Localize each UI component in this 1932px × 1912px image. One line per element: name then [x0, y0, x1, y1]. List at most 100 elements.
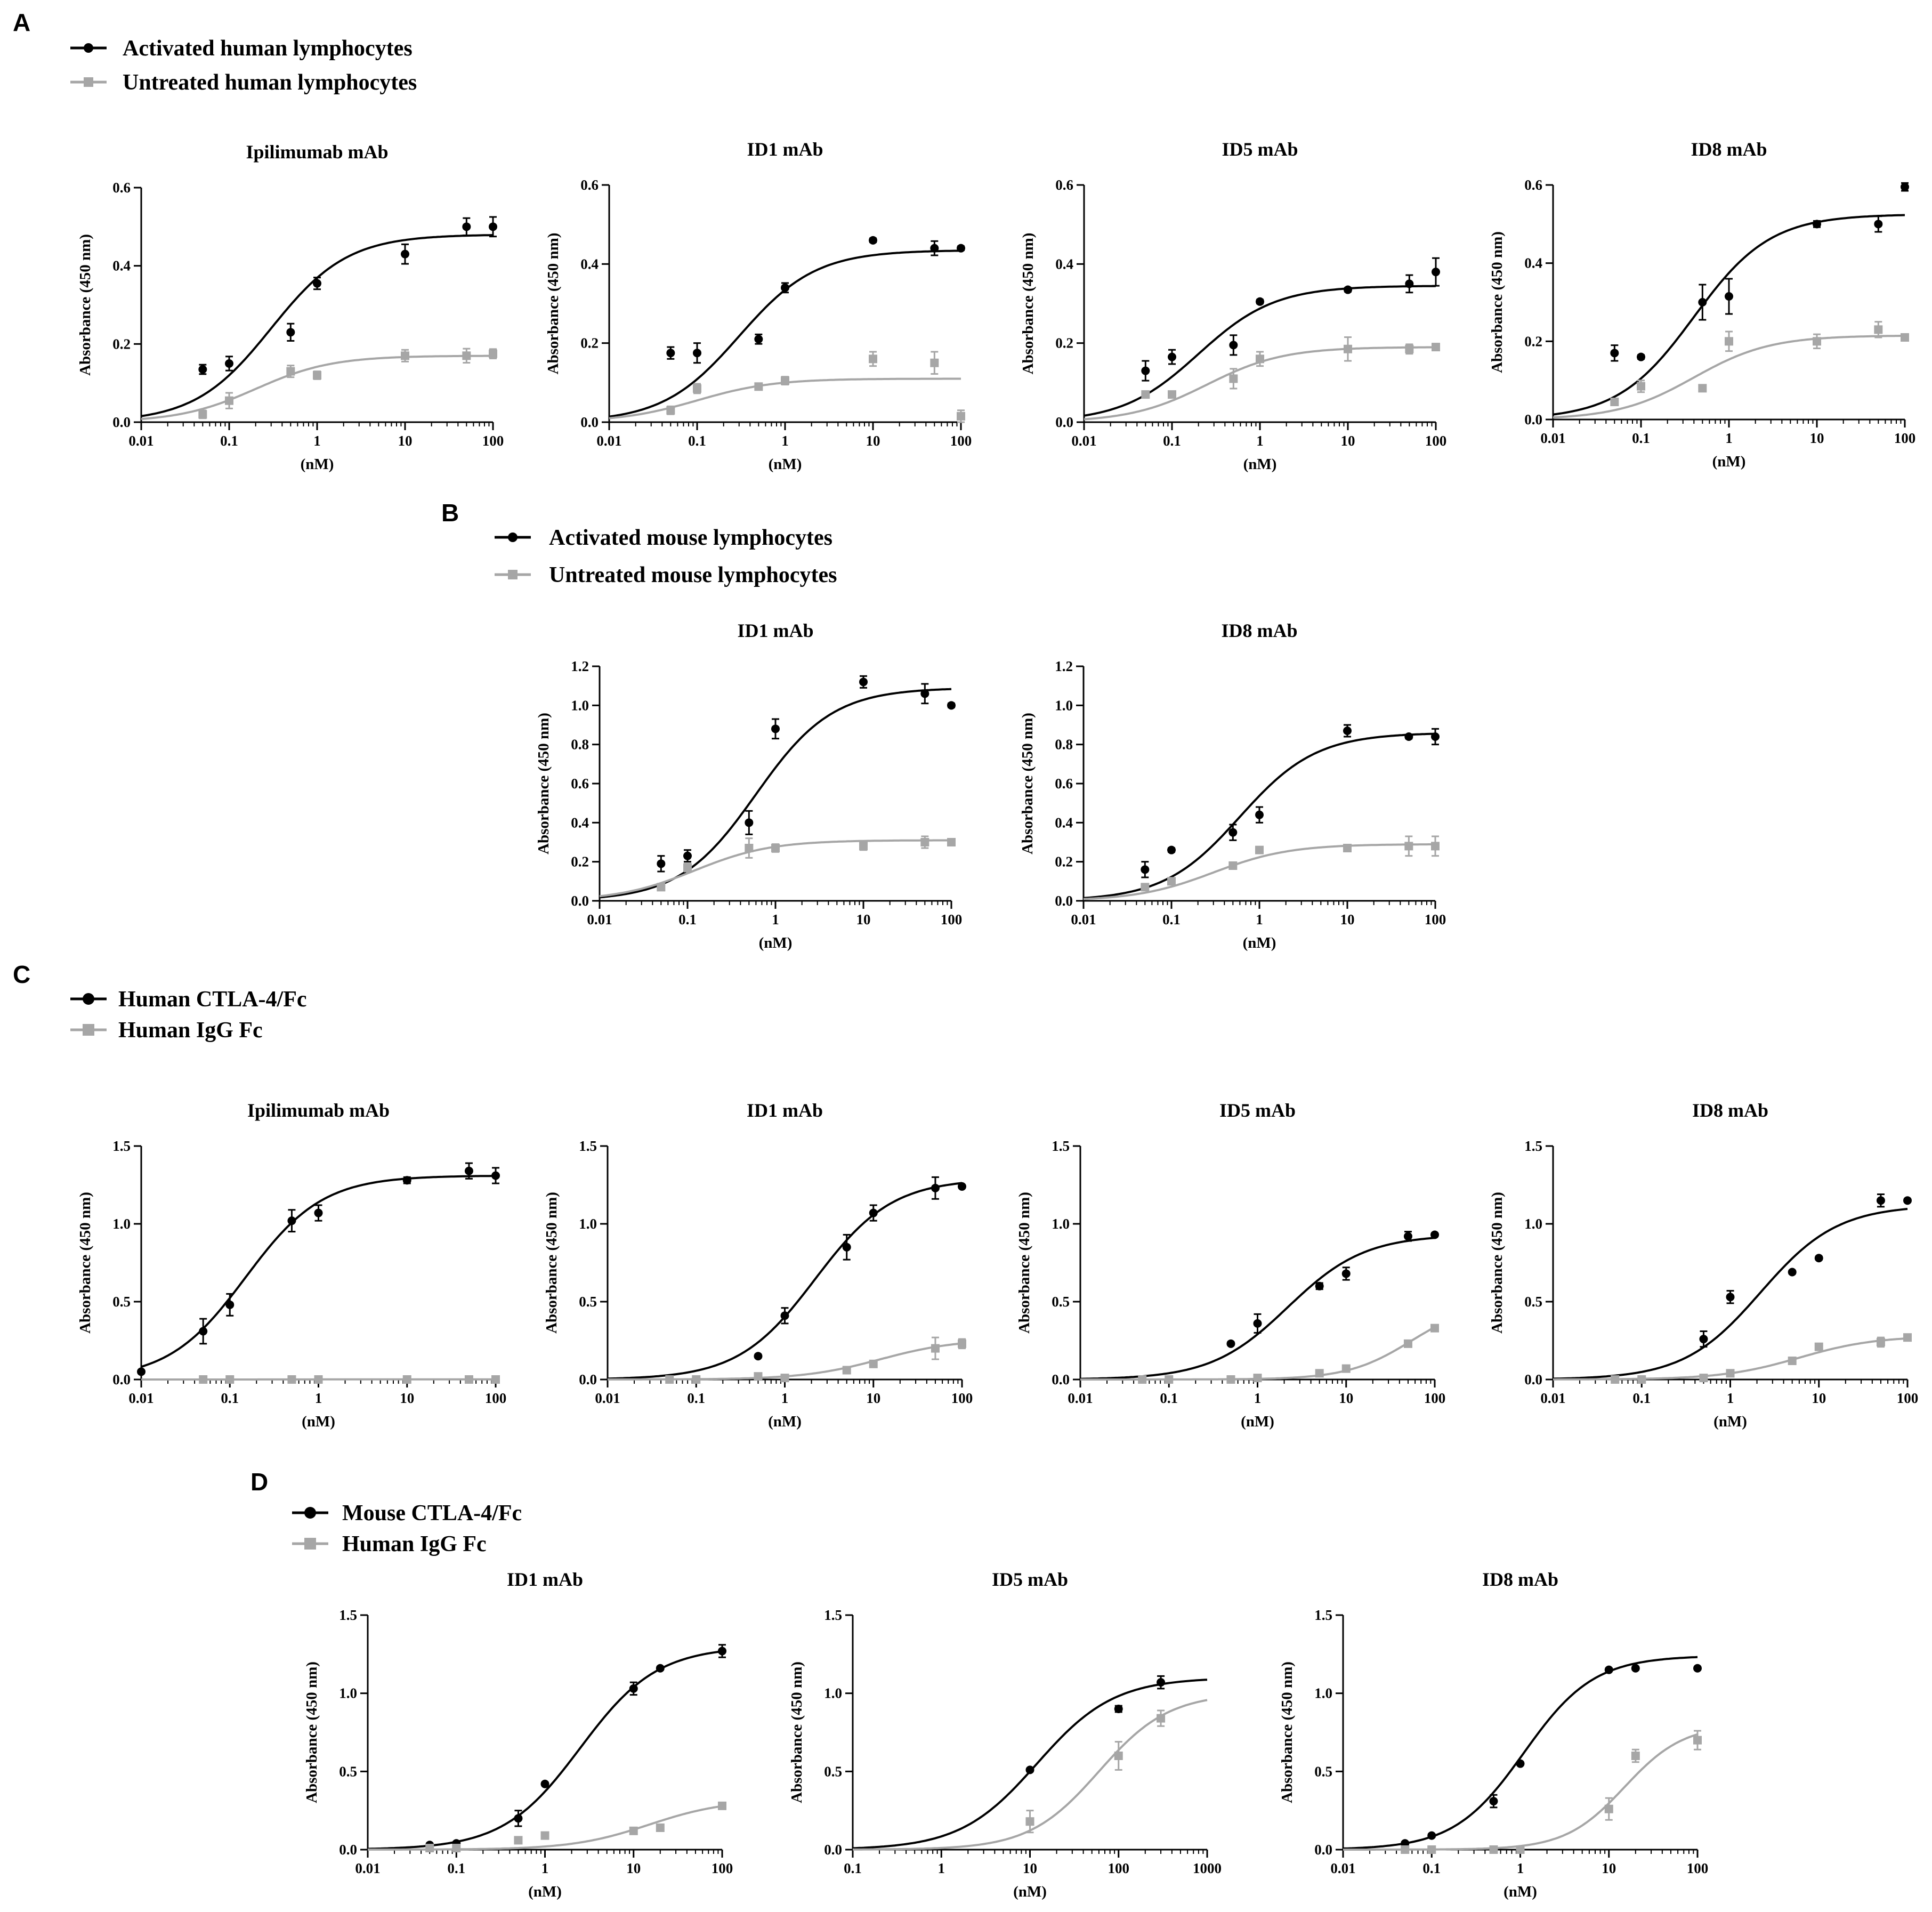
series-activated [599, 675, 956, 899]
series-untreated [1553, 321, 1909, 419]
legend-c-item-2: Human IgG Fc [70, 1018, 263, 1043]
data-point [1405, 344, 1414, 353]
legend-a-item-2: Untreated human lymphocytes [70, 70, 417, 95]
chart-a-2: 0.01 0.1 1 10 100 0.0 0.2 0.4 0.6 ID5 mAb (nM) Abso… [1020, 139, 1446, 473]
y-tick-label: 1.2 [1055, 658, 1073, 674]
data-point [718, 1647, 726, 1656]
x-tick-label: 10 [856, 911, 871, 927]
data-point [657, 859, 666, 868]
y-axis-label: Absorbance (450 nm) [543, 1192, 560, 1334]
data-point [1813, 220, 1821, 229]
data-point [1874, 325, 1883, 334]
data-point [1226, 1375, 1235, 1384]
data-point [683, 851, 692, 860]
data-point [920, 838, 929, 846]
y-tick-label: 0.0 [580, 414, 599, 430]
data-point [1315, 1369, 1324, 1378]
x-tick-label: 1 [781, 433, 789, 449]
x-tick-label: 100 [1424, 1390, 1446, 1406]
data-point [1404, 842, 1413, 851]
y-tick-label: 1.0 [824, 1685, 842, 1701]
x-tick-label: 0.1 [688, 433, 706, 449]
y-tick-label: 0.6 [112, 180, 131, 196]
data-point [1401, 1845, 1410, 1854]
x-tick-label: 0.1 [1162, 911, 1181, 927]
legend-b-item-1: Activated mouse lymphocytes [495, 526, 832, 550]
data-point [1344, 344, 1352, 353]
y-tick-label: 0.6 [1524, 177, 1542, 193]
x-tick-label: 0.01 [128, 1390, 153, 1406]
x-tick-label: 0.1 [844, 1860, 862, 1876]
data-point [491, 1375, 500, 1384]
data-point [869, 236, 877, 245]
fit-curve [141, 234, 493, 417]
y-tick-label: 0.2 [1055, 854, 1073, 870]
data-point [1256, 297, 1264, 306]
y-tick-label: 1.5 [339, 1607, 357, 1623]
data-point [1138, 1375, 1147, 1384]
data-point [462, 222, 471, 231]
data-point [1631, 1752, 1640, 1760]
data-point [1403, 1339, 1412, 1348]
x-tick-label: 0.1 [220, 433, 238, 449]
data-point [842, 1243, 851, 1252]
fit-curve [141, 354, 493, 421]
y-tick-label: 1.5 [579, 1138, 597, 1154]
data-point [947, 701, 956, 710]
data-point [629, 1684, 638, 1693]
x-tick-label: 0.1 [1422, 1860, 1441, 1876]
series-untreated [368, 1801, 726, 1853]
data-point [869, 1359, 878, 1368]
chart-title: ID5 mAb [1219, 1100, 1296, 1121]
x-tick-label: 1 [1256, 911, 1263, 927]
x-axis-label: (nM) [1712, 453, 1746, 470]
y-tick-label: 0.0 [1055, 414, 1073, 430]
legend-square-marker [304, 1538, 316, 1550]
y-tick-label: 1.5 [112, 1138, 131, 1154]
x-tick-label: 0.01 [596, 433, 621, 449]
series-activated [141, 216, 497, 417]
x-tick-label: 1 [1254, 1390, 1262, 1406]
data-point [1604, 1804, 1613, 1813]
data-point [540, 1831, 549, 1840]
x-tick-label: 0.1 [687, 1390, 705, 1406]
data-point [1114, 1752, 1123, 1760]
x-tick-label: 0.01 [1071, 911, 1096, 927]
x-tick-label: 10 [866, 1390, 880, 1406]
y-axis-label: Absorbance (450 nm) [1016, 1192, 1033, 1334]
y-axis-label: Absorbance (450 nm) [1019, 713, 1036, 854]
data-point [1611, 1375, 1620, 1384]
series-activated [367, 1644, 726, 1850]
data-point [1726, 1369, 1735, 1378]
data-point [745, 818, 754, 827]
data-point [1167, 877, 1176, 886]
data-point [286, 328, 295, 337]
data-point [665, 1375, 674, 1384]
x-tick-label: 0.01 [128, 433, 153, 449]
legend-b-item-2: Untreated mouse lymphocytes [495, 563, 837, 587]
series-untreated [1553, 1333, 1912, 1384]
chart-title: ID5 mAb [1222, 139, 1298, 160]
data-point [225, 359, 233, 368]
chart-b-5: 0.01 0.1 1 10 100 0.0 0.2 0.4 0.6 0.8 1.0 1.2 ID8 mA… [1019, 620, 1446, 951]
data-point [225, 396, 233, 405]
y-tick-label: 0.5 [112, 1294, 131, 1310]
y-tick-label: 1.0 [339, 1685, 357, 1701]
chart-c-9: 0.01 0.1 1 10 100 0.0 0.5 1.0 1.5 ID8 mAb (nM) Abso… [1489, 1100, 1918, 1430]
data-point [198, 365, 207, 374]
y-tick-label: 1.5 [824, 1607, 842, 1623]
data-point [1141, 883, 1150, 892]
x-tick-label: 100 [951, 1390, 973, 1406]
data-point [286, 367, 295, 376]
chart-d-11: 0.1 1 10 100 1000 0.0 0.5 1.0 1.5 ID5 mAb (nM) Abso… [788, 1569, 1222, 1900]
x-tick-label: 0.1 [1632, 1390, 1651, 1406]
x-axis-label: (nM) [1713, 1413, 1747, 1430]
y-tick-label: 0.0 [112, 414, 131, 430]
data-point [1165, 1375, 1174, 1384]
data-point [1226, 1339, 1235, 1348]
data-point [1427, 1831, 1436, 1840]
data-point [930, 358, 939, 367]
data-point [1157, 1678, 1166, 1687]
y-tick-label: 0.4 [1055, 814, 1073, 830]
data-point [693, 349, 701, 358]
